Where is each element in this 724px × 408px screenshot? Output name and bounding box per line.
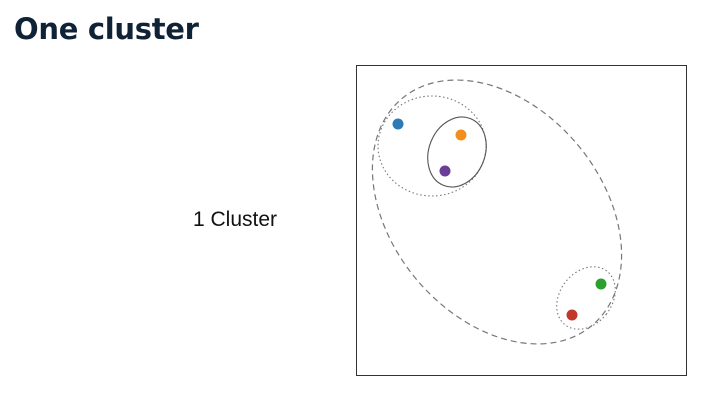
green-point [595,278,607,290]
pair-orange-purple-ellipse [427,116,487,188]
diagram-frame [356,65,687,376]
cluster-count-label: 1 Cluster [193,208,278,231]
purple-point [439,165,451,177]
cluster-diagram [356,65,687,376]
red-point [566,309,578,321]
slide-title: One cluster [14,12,199,46]
pair-green-red-ellipse [556,266,616,330]
all-points-cluster-ellipse [371,79,623,345]
orange-point [455,129,467,141]
blue-point [392,118,404,130]
